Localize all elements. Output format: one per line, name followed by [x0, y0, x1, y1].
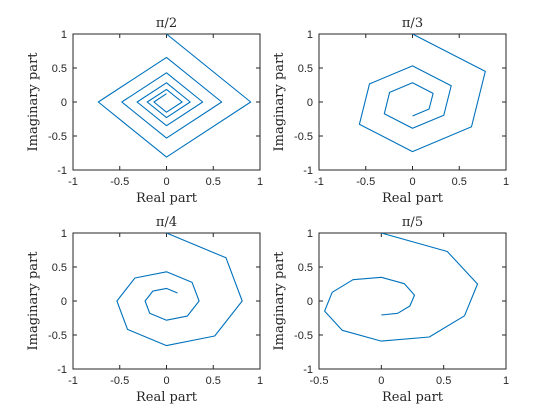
x-tick-label: -0.5: [310, 375, 329, 387]
x-tick-label: -1: [68, 375, 78, 387]
spiral-series-line: [116, 233, 243, 347]
y-tick-label: 0.5: [52, 63, 67, 75]
y-tick-label: 0: [61, 296, 67, 308]
spiral-series-line: [97, 34, 252, 158]
x-tick-label: 0.5: [206, 375, 221, 387]
y-axis-label: Imaginary part: [272, 251, 287, 351]
x-tick-label: 0: [163, 375, 169, 387]
y-axis-label: Imaginary part: [26, 52, 41, 152]
y-tick-label: -0.5: [294, 131, 313, 143]
axes-frame: [72, 232, 261, 370]
x-tick-label: 0.5: [436, 375, 451, 387]
x-axis-label: Real part: [136, 390, 198, 405]
y-tick-label: -1: [303, 364, 313, 376]
x-tick-label: 1: [503, 375, 509, 387]
subplot-title: π/2: [156, 16, 177, 31]
x-tick-label: 0: [378, 375, 384, 387]
x-tick-label: 0: [163, 176, 169, 188]
x-tick-label: 0.5: [206, 176, 221, 188]
y-tick-label: 1: [61, 228, 67, 240]
y-tick-label: 0: [307, 296, 313, 308]
y-tick-label: -0.5: [48, 330, 67, 342]
x-tick-label: -0.5: [356, 176, 375, 188]
y-tick-label: -1: [57, 165, 67, 177]
axes-frame: [72, 33, 261, 171]
x-tick-label: 1: [257, 176, 263, 188]
y-tick-label: -1: [57, 364, 67, 376]
y-tick-label: -0.5: [48, 131, 67, 143]
x-tick-label: -1: [68, 176, 78, 188]
x-tick-label: -1: [314, 176, 324, 188]
subplot-title: π/4: [156, 215, 177, 230]
x-axis-label: Real part: [136, 191, 198, 206]
y-tick-label: 0: [61, 97, 67, 109]
x-axis-label: Real part: [382, 390, 444, 405]
x-tick-label: 0.5: [452, 176, 467, 188]
x-tick-label: 1: [503, 176, 509, 188]
subplot-1: -1 -0.5 0 0.5 1 -1 -0.5 0 0.5 1 π/2 Real part Imagin…: [26, 16, 263, 206]
y-tick-label: 1: [61, 29, 67, 41]
y-tick-label: 0.5: [52, 262, 67, 274]
subplot-2: -1 -0.5 0 0.5 1 -1 -0.5 0 0.5 1 π/3 Real part Imagin…: [272, 16, 509, 206]
spiral-series-line: [358, 34, 486, 153]
subplot-title: π/3: [402, 16, 423, 31]
y-axis-label: Imaginary part: [272, 52, 287, 152]
y-tick-label: -0.5: [294, 330, 313, 342]
x-tick-label: -0.5: [110, 375, 129, 387]
y-tick-label: 0.5: [298, 63, 313, 75]
y-tick-label: -1: [303, 165, 313, 177]
subplot-3: -1 -0.5 0 0.5 1 -1 -0.5 0 0.5 1 π/4 Real part Imagin…: [26, 215, 263, 405]
y-tick-label: 0.5: [298, 262, 313, 274]
y-tick-label: 1: [307, 29, 313, 41]
subplot-title: π/5: [402, 215, 423, 230]
spiral-series-line: [324, 233, 479, 342]
x-tick-label: 1: [257, 375, 263, 387]
y-axis-label: Imaginary part: [26, 251, 41, 351]
x-tick-label: -0.5: [110, 176, 129, 188]
x-tick-label: 0: [409, 176, 415, 188]
x-axis-label: Real part: [382, 191, 444, 206]
y-tick-label: 1: [307, 228, 313, 240]
y-tick-label: 0: [307, 97, 313, 109]
